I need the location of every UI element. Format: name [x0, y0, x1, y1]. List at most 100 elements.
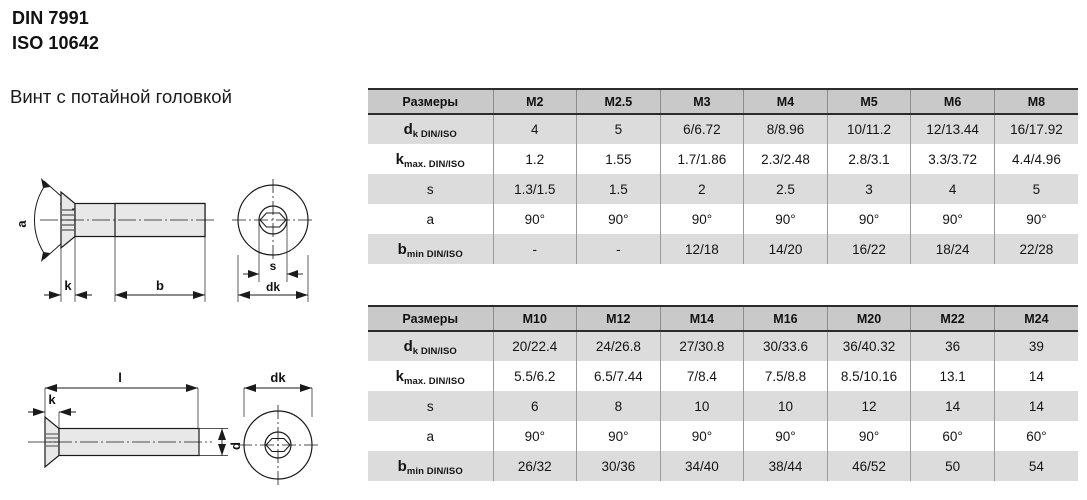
- table-cell: 8.5/10.16: [826, 361, 911, 391]
- table-body: dk DIN/ISO 4 5 6/6.72 8/8.96 10/11.2 12/13.44 1…: [368, 114, 1078, 264]
- table-cell: 12/13.44: [910, 114, 995, 144]
- table-cell: 14/20: [743, 234, 828, 264]
- table-cell: 4: [492, 114, 577, 144]
- table-cell: 18/24: [910, 234, 995, 264]
- row-label-subscript: min DIN/ISO: [406, 248, 463, 260]
- table-cell: 90°: [576, 204, 661, 234]
- table-cell: 2: [659, 174, 744, 204]
- table-cell: 30/36: [576, 451, 661, 481]
- row-label-symbol: d: [403, 121, 413, 138]
- table-header-row: Размеры M2 M2.5 M3 M4 M5 M6 M8: [368, 88, 1078, 115]
- table-row: s 1.3/1.5 1.5 2 2.5 3 4 5: [368, 174, 1078, 204]
- table-cell: 3.3/3.72: [910, 144, 995, 174]
- table-cell: 50: [910, 451, 995, 481]
- table-cell: 2.5: [743, 174, 828, 204]
- table-cell: 10: [743, 391, 828, 421]
- table-row: dk DIN/ISO 20/22.4 24/26.8 27/30.8 30/33.6 36…: [368, 331, 1078, 361]
- table-cell: 90°: [910, 204, 995, 234]
- angle-arc: [33, 183, 47, 257]
- table-cell: 34/40: [659, 451, 744, 481]
- table-cell: 6/6.72: [659, 114, 744, 144]
- column-header-m8: M8: [993, 88, 1078, 115]
- label-s-top: s: [270, 259, 277, 273]
- row-label-symbol: s: [426, 181, 434, 197]
- table-cell: 90°: [826, 421, 911, 451]
- row-label: bmin DIN/ISO: [368, 234, 493, 264]
- table-row: bmin DIN/ISO 26/32 30/36 34/40 38/44 46/52 50 5…: [368, 451, 1078, 481]
- row-label-symbol: b: [397, 240, 407, 258]
- drawing-countersunk-screw-top: a k b s dk: [0, 160, 365, 310]
- table-row: kmax. DIN/ISO 5.5/6.2 6.5/7.44 7/8.4 7.5/8.8…: [368, 361, 1078, 391]
- table-cell: 90°: [492, 204, 577, 234]
- table-cell: 24/26.8: [576, 331, 661, 361]
- column-header-m10: M10: [492, 305, 577, 332]
- column-header-m22: M22: [910, 305, 995, 332]
- table-cell: -: [576, 234, 661, 264]
- table-cell: 12: [826, 391, 911, 421]
- column-header-m24: M24: [993, 305, 1078, 332]
- label-k-top: k: [64, 278, 72, 293]
- column-header-m2.5: M2.5: [576, 88, 661, 115]
- table-cell: 90°: [826, 204, 911, 234]
- table-cell: 30/33.6: [743, 331, 828, 361]
- table-body: dk DIN/ISO 20/22.4 24/26.8 27/30.8 30/33.6 36…: [368, 331, 1078, 481]
- row-label: a: [368, 204, 493, 234]
- row-label: bmin DIN/ISO: [368, 451, 493, 481]
- row-label-subscript: max. DIN/ISO: [403, 158, 465, 170]
- standard-din: DIN 7991: [12, 8, 89, 28]
- table-cell: 14: [993, 361, 1078, 391]
- row-label-subscript: min DIN/ISO: [406, 465, 463, 477]
- table-cell: 10: [659, 391, 744, 421]
- table-cell: 1.7/1.86: [659, 144, 744, 174]
- label-b-top: b: [156, 278, 164, 293]
- table-row: s 6 8 10 10 12 14 14: [368, 391, 1078, 421]
- row-label: kmax. DIN/ISO: [368, 361, 493, 391]
- table-cell: 1.3/1.5: [492, 174, 577, 204]
- table-cell: 2.3/2.48: [743, 144, 828, 174]
- table-row: kmax. DIN/ISO 1.2 1.55 1.7/1.86 2.3/2.48 2.8/…: [368, 144, 1078, 174]
- table-cell: 26/32: [492, 451, 577, 481]
- table-cell: -: [492, 234, 577, 264]
- column-header-m5: M5: [826, 88, 911, 115]
- row-label: s: [368, 174, 493, 204]
- table-cell: 14: [910, 391, 995, 421]
- column-header-m20: M20: [826, 305, 911, 332]
- label-k-bottom: k: [48, 392, 56, 407]
- table-cell: 90°: [659, 204, 744, 234]
- row-label-symbol: d: [403, 338, 413, 355]
- row-label-symbol: k: [395, 367, 404, 385]
- label-dk-bottom: dk: [270, 370, 286, 385]
- table-cell: 39: [993, 331, 1078, 361]
- table-cell: 1.2: [492, 144, 577, 174]
- row-label: s: [368, 391, 493, 421]
- table-cell: 27/30.8: [659, 331, 744, 361]
- table-cell: 16/22: [826, 234, 911, 264]
- table-cell: 54: [993, 451, 1078, 481]
- row-label-subscript: k DIN/ISO: [412, 129, 457, 140]
- column-header-m6: M6: [910, 88, 995, 115]
- table-row: a 90° 90° 90° 90° 90° 90° 90°: [368, 204, 1078, 234]
- label-d-bottom: d: [228, 442, 243, 450]
- table-cell: 2.8/3.1: [826, 144, 911, 174]
- standard-iso: ISO 10642: [12, 33, 99, 53]
- table-cell: 1.55: [576, 144, 661, 174]
- row-label-symbol: s: [426, 398, 434, 414]
- label-dk-top: dk: [266, 280, 280, 294]
- table-cell: 36: [910, 331, 995, 361]
- table-cell: 38/44: [743, 451, 828, 481]
- row-label-subscript: k DIN/ISO: [412, 346, 457, 357]
- column-header-sizes: Размеры: [368, 88, 493, 115]
- table-cell: 90°: [993, 204, 1078, 234]
- left-panel: DIN 7991 ISO 10642 Винт с потайной голов…: [0, 0, 365, 500]
- column-header-m14: M14: [659, 305, 744, 332]
- label-l-bottom: l: [118, 370, 122, 385]
- label-angle-a-top: a: [14, 220, 29, 228]
- table-cell: 90°: [492, 421, 577, 451]
- table-cell: 3: [826, 174, 911, 204]
- table-row: bmin DIN/ISO - -12/18 14/20 16/22 18/24 22/28: [368, 234, 1078, 264]
- product-name: Винт с потайной головкой: [10, 86, 232, 107]
- table-cell: 20/22.4: [492, 331, 577, 361]
- table-cell: 36/40.32: [826, 331, 911, 361]
- table-cell: 14: [993, 391, 1078, 421]
- spec-table-2: Размеры M10 M12 M14 M16 M20 M22 M24 dk DIN/ISO 2…: [368, 305, 1078, 481]
